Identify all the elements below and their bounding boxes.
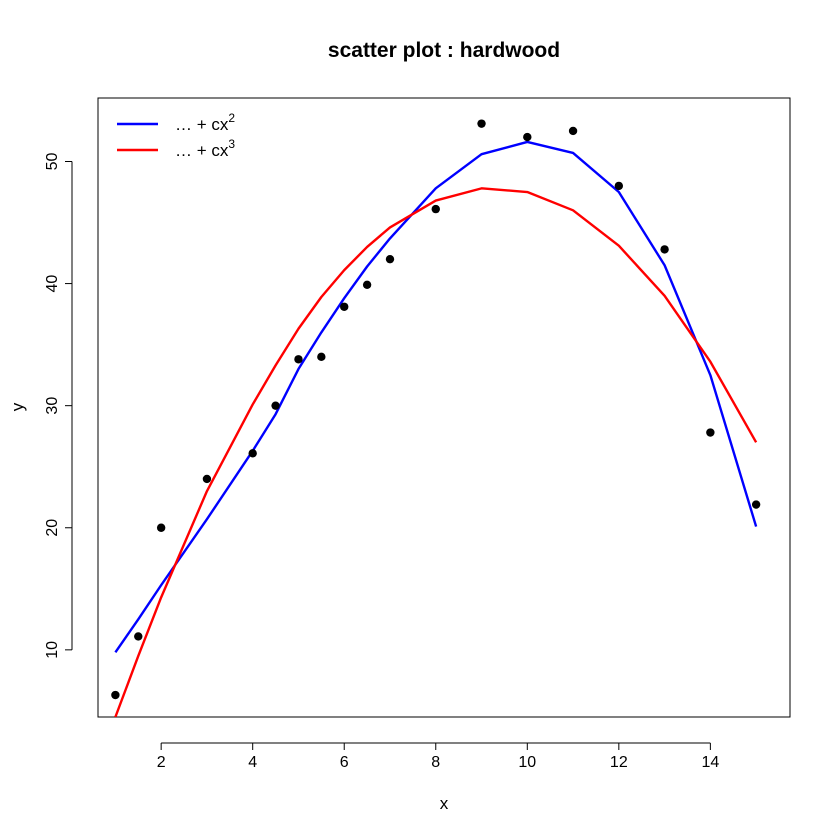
x-tick-label: 10 [518,754,536,771]
series-line-1 [114,140,758,653]
data-point [340,302,349,311]
plot-frame [97,97,791,718]
plot-region [97,97,791,718]
data-point [706,428,715,437]
x-tick-label: 8 [431,754,440,771]
x-tick-label: 6 [340,754,349,771]
series-layer [114,140,758,717]
y-tick-label: 40 [44,275,61,293]
y-tick-label: 50 [44,152,61,170]
data-point [362,280,372,289]
data-point [294,355,303,364]
data-point [134,632,143,641]
legend: … + cx2 … + cx3 [117,111,235,160]
legend-label-2: … + cx3 [175,137,235,160]
data-point [202,474,212,484]
y-tick-label: 10 [44,641,61,659]
y-axis-label: y [8,402,27,411]
data-point [271,401,280,410]
x-tick-label: 2 [157,754,166,771]
chart-title: scatter plot : hardwood [328,39,560,62]
x-axis-label: x [440,794,449,813]
data-point [111,690,120,700]
data-point [248,449,257,458]
data-point [660,245,669,254]
data-point [317,352,326,362]
data-point [523,132,532,142]
x-tick-label: 12 [610,754,628,771]
x-tick-label: 14 [701,754,719,771]
x-tick-label: 4 [248,754,257,771]
data-point [477,119,486,128]
data-point [614,181,624,191]
y-tick-label: 30 [44,397,61,415]
data-point [156,523,166,532]
points-layer [111,119,761,700]
data-point [568,126,578,136]
series-line-2 [114,187,758,717]
legend-label-1: … + cx2 [175,111,235,134]
data-point [431,204,440,214]
data-point [385,254,395,264]
y-axis: 10 20 30 40 50 [44,152,73,659]
y-tick-label: 20 [44,519,61,537]
x-axis: 2 4 6 8 10 12 14 [157,742,719,771]
data-point [751,500,761,509]
